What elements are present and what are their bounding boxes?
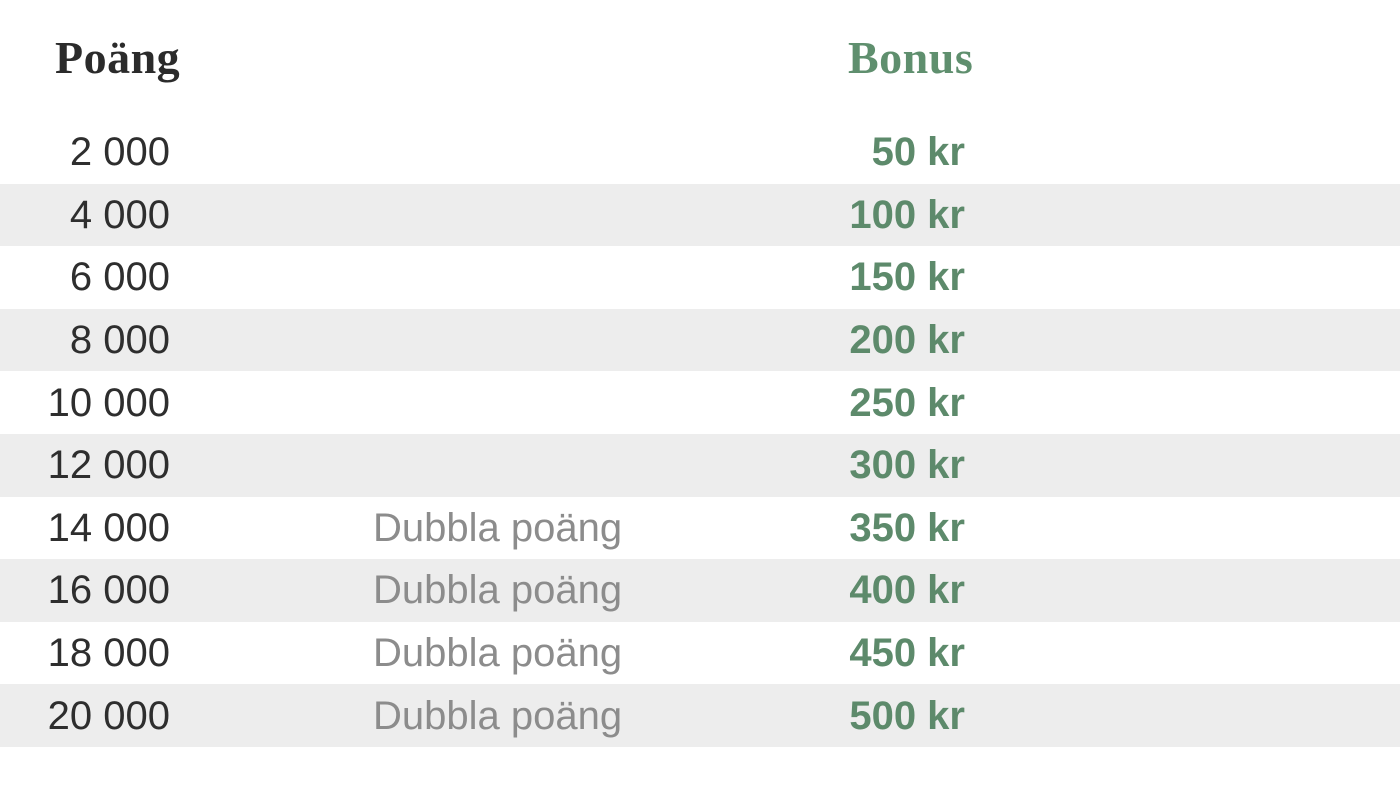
points-cell: 8 000 [69,318,170,363]
bonus-cell: 500 kr [849,693,965,738]
points-cell: 4 000 [69,192,170,237]
points-cell: 2 000 [69,130,170,175]
bonus-cell: 250 kr [849,380,965,425]
table-row: 4 000 100 kr [0,183,1400,247]
bonus-cell: 100 kr [849,192,965,237]
points-cell: 6 000 [69,255,170,300]
points-column-header: Poäng [55,32,181,83]
points-cell: 14 000 [47,505,170,550]
bonus-cell: 350 kr [849,505,965,550]
table-row: 20 000 Dubbla poäng 500 kr [0,684,1400,747]
table-row: 16 000 Dubbla poäng 400 kr [0,559,1400,622]
table-row: 2 000 50 kr [0,121,1400,184]
table-row: 14 000 Dubbla poäng 350 kr [0,496,1400,560]
note-cell: Dubbla poäng [373,693,623,738]
table-row: 6 000 150 kr [0,246,1400,309]
table-row: 10 000 250 kr [0,371,1400,434]
bonus-column-header: Bonus [848,32,974,83]
bonus-cell: 400 kr [849,568,965,613]
points-cell: 10 000 [47,380,170,425]
bonus-cell: 200 kr [849,318,965,363]
bonus-cell: 150 kr [849,255,965,300]
points-cell: 18 000 [47,631,170,676]
points-cell: 20 000 [47,693,170,738]
table-header: Poäng Bonus [0,0,1400,121]
table-row: 12 000 300 kr [0,433,1400,497]
bonus-cell: 50 kr [871,130,965,175]
note-cell: Dubbla poäng [373,568,623,613]
points-cell: 16 000 [47,568,170,613]
bonus-cell: 450 kr [849,631,965,676]
bonus-cell: 300 kr [849,443,965,488]
points-cell: 12 000 [47,443,170,488]
note-cell: Dubbla poäng [373,631,623,676]
table-row: 18 000 Dubbla poäng 450 kr [0,621,1400,685]
table-rows: 2 000 50 kr 4 000 100 kr 6 000 150 kr 8 000 200… [0,121,1400,747]
note-cell: Dubbla poäng [373,505,623,550]
table-row: 8 000 200 kr [0,308,1400,372]
